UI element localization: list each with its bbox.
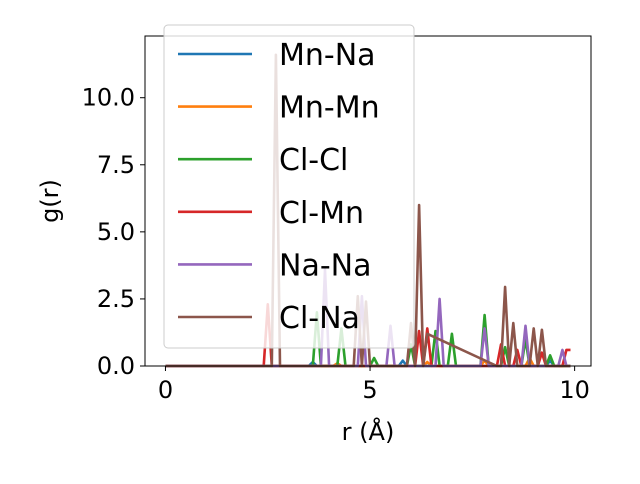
legend-label-na-na: Na-Na bbox=[279, 248, 371, 283]
x-tick-label: 5 bbox=[362, 376, 377, 404]
y-axis-label: g(r) bbox=[36, 179, 64, 223]
legend-label-cl-mn: Cl-Mn bbox=[279, 196, 364, 231]
legend-label-cl-na: Cl-Na bbox=[279, 301, 360, 336]
y-axis-ticks: 0.0 2.5 5.0 7.5 10.0 bbox=[82, 84, 145, 380]
x-tick-label: 10 bbox=[559, 376, 590, 404]
legend-label-mn-na: Mn-Na bbox=[279, 38, 376, 73]
y-tick-label: 0.0 bbox=[97, 352, 135, 380]
legend-label-mn-mn: Mn-Mn bbox=[279, 91, 380, 126]
x-tick-label: 0 bbox=[158, 376, 173, 404]
legend-box bbox=[163, 24, 415, 349]
y-tick-label: 5.0 bbox=[97, 218, 135, 246]
legend: Mn-Na Mn-Mn Cl-Cl Cl-Mn Na-Na Cl-Na bbox=[163, 24, 415, 349]
x-axis-label: r (Å) bbox=[342, 417, 395, 446]
y-tick-label: 7.5 bbox=[97, 151, 135, 179]
y-tick-label: 2.5 bbox=[97, 285, 135, 313]
x-axis-ticks: 0 5 10 bbox=[158, 366, 590, 404]
y-tick-label: 10.0 bbox=[82, 84, 135, 112]
legend-label-cl-cl: Cl-Cl bbox=[279, 143, 348, 178]
